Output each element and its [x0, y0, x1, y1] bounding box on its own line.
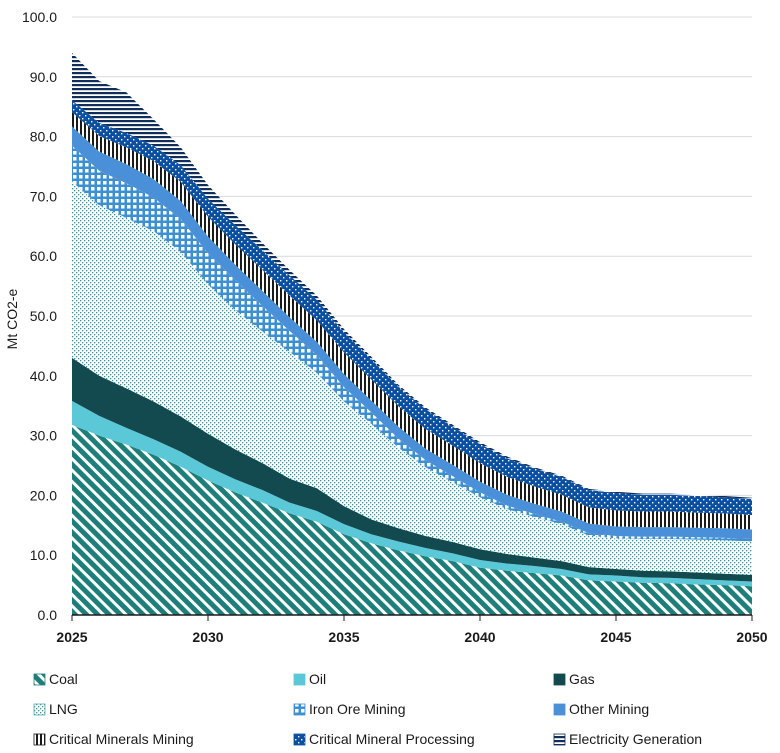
legend-swatch: [553, 733, 566, 746]
stacked-areas: [72, 52, 752, 615]
legend-label: Electricity Generation: [569, 731, 702, 747]
y-tick-label: 50.0: [30, 308, 57, 324]
x-tick-label: 2045: [600, 629, 631, 645]
y-tick-label: 90.0: [30, 69, 57, 85]
legend-swatch: [33, 673, 46, 686]
legend-item-gas: Gas: [553, 671, 595, 687]
legend-item-iron-ore-mining: Iron Ore Mining: [293, 701, 405, 717]
legend-swatch: [293, 673, 306, 686]
x-tick-label: 2030: [192, 629, 223, 645]
legend-label: Critical Minerals Mining: [49, 731, 194, 747]
y-tick-label: 10.0: [30, 547, 57, 563]
x-axis-ticks: 2025 2030 2035 2040 2045 2050: [56, 615, 768, 645]
legend-label: Critical Mineral Processing: [309, 731, 475, 747]
x-tick-label: 2035: [328, 629, 359, 645]
legend-swatch: [33, 733, 46, 746]
legend-swatch: [33, 703, 46, 716]
legend-item-lng: LNG: [33, 701, 78, 717]
legend-swatch: [553, 673, 566, 686]
y-tick-label: 100.0: [22, 9, 57, 25]
area-coal: [72, 424, 752, 615]
area-lng: [72, 181, 752, 575]
y-tick-label: 80.0: [30, 129, 57, 145]
legend-item-critical-minerals-mining: Critical Minerals Mining: [33, 731, 194, 747]
y-axis-label: Mt CO2-e: [4, 288, 20, 349]
legend-label: Other Mining: [569, 701, 649, 717]
legend-swatch: [293, 733, 306, 746]
legend-label: Oil: [309, 671, 326, 687]
y-tick-label: 30.0: [30, 428, 57, 444]
legend-item-coal: Coal: [33, 671, 78, 687]
legend-label: Gas: [569, 671, 595, 687]
area-gas: [72, 357, 752, 582]
legend-item-critical-mineral-processing: Critical Mineral Processing: [293, 731, 475, 747]
legend: Coal Oil Gas LNG Iron Ore Mining Other Mining…: [33, 671, 702, 747]
x-tick-label: 2050: [736, 629, 767, 645]
legend-label: Coal: [49, 671, 78, 687]
x-tick-label: 2040: [464, 629, 495, 645]
legend-swatch: [293, 703, 306, 716]
area-oil: [72, 400, 752, 587]
legend-item-oil: Oil: [293, 671, 326, 687]
y-tick-label: 70.0: [30, 188, 57, 204]
y-tick-label: 60.0: [30, 248, 57, 264]
legend-label: LNG: [49, 701, 78, 717]
legend-swatch: [553, 703, 566, 716]
y-tick-label: 20.0: [30, 487, 57, 503]
y-axis-ticks: 0.0 10.0 20.0 30.0 40.0 50.0 60.0 70.0 80.0 90.0 1…: [22, 9, 57, 623]
legend-label: Iron Ore Mining: [309, 701, 405, 717]
legend-item-other-mining: Other Mining: [553, 701, 649, 717]
y-tick-label: 40.0: [30, 368, 57, 384]
y-tick-label: 0.0: [38, 607, 58, 623]
area-critical-mineral-processing: [72, 100, 752, 516]
x-tick-label: 2025: [56, 629, 87, 645]
legend-item-electricity-generation: Electricity Generation: [553, 731, 702, 747]
